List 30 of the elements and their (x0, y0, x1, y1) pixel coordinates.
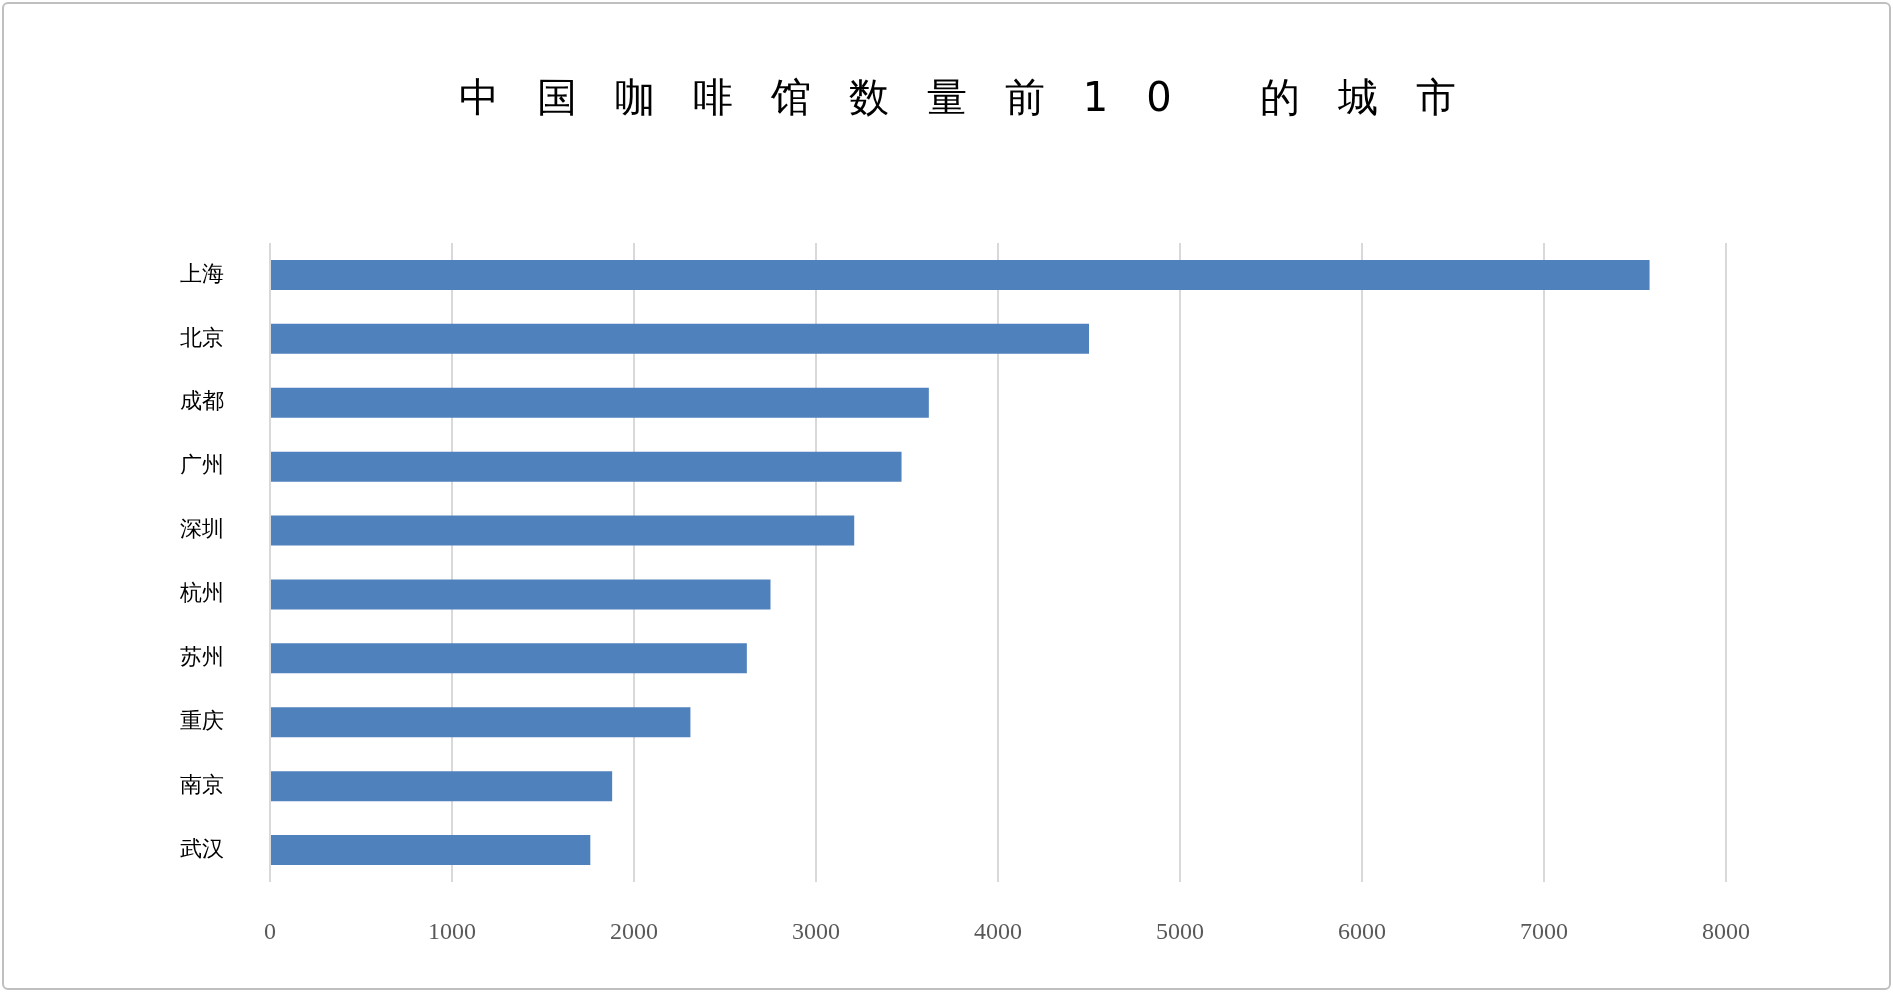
chart-title: 中国咖啡馆数量前10 的城市 (457, 73, 1496, 122)
bar (271, 707, 691, 738)
y-tick-label: 苏州 (180, 644, 224, 670)
y-tick-label: 武汉 (180, 835, 224, 861)
y-tick-label: 上海 (180, 260, 224, 286)
x-tick-label: 5000 (1156, 917, 1204, 944)
x-tick-label: 3000 (792, 917, 840, 944)
bar (271, 259, 1650, 290)
bar (271, 643, 747, 674)
y-tick-label: 深圳 (180, 516, 224, 542)
x-tick-label: 4000 (974, 917, 1022, 944)
x-tick-label: 7000 (1520, 917, 1568, 944)
x-tick-label: 0 (264, 917, 276, 944)
bar (271, 835, 591, 866)
bar (271, 451, 902, 482)
bar (271, 579, 771, 610)
bar (271, 771, 613, 802)
x-tick-label: 8000 (1702, 917, 1750, 944)
y-tick-label: 北京 (180, 324, 224, 350)
x-tick-label: 2000 (610, 917, 658, 944)
y-tick-label: 杭州 (179, 580, 224, 606)
y-tick-label: 重庆 (180, 707, 224, 733)
bar (271, 387, 929, 418)
bar (271, 323, 1089, 354)
y-tick-label: 广州 (180, 452, 224, 478)
y-tick-label: 成都 (180, 388, 224, 414)
y-tick-label: 南京 (180, 771, 224, 797)
bar (271, 515, 855, 546)
x-tick-label: 6000 (1338, 917, 1386, 944)
x-tick-label: 1000 (428, 917, 476, 944)
